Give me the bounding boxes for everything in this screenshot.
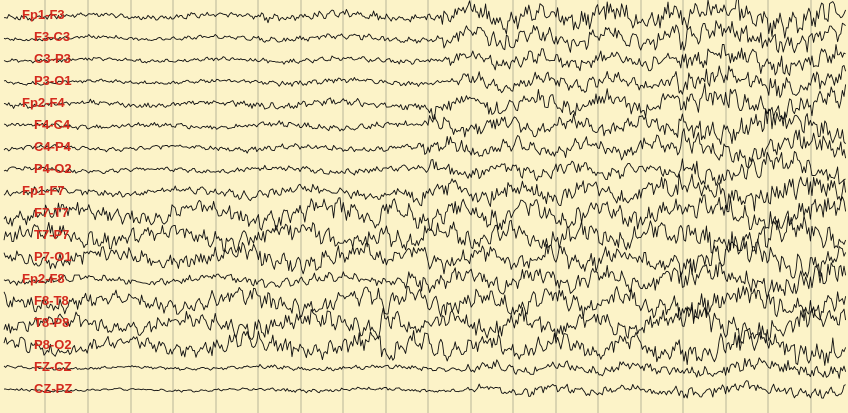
eeg-trace-fp2-f8 (3, 262, 847, 300)
eeg-trace-fp1-f3 (4, 0, 847, 39)
eeg-trace-f8-t8 (3, 285, 847, 322)
eeg-trace-fp2-f4 (3, 83, 847, 127)
eeg-trace-t7-p7 (3, 215, 847, 254)
eeg-trace-fp1-f7 (3, 173, 847, 212)
eeg-trace-t8-p8 (3, 304, 847, 344)
eeg-trace-fz-cz (3, 357, 847, 379)
eeg-trace-p3-o1 (3, 65, 847, 98)
eeg-trace-f7-t7 (3, 194, 847, 231)
eeg-trace-c3-p3 (3, 44, 846, 76)
eeg-trace-cz-pz (3, 380, 846, 399)
eeg-trace-p8-o2 (3, 325, 847, 366)
eeg-trace-c4-p4 (3, 128, 847, 169)
eeg-trace-p4-o2 (3, 151, 846, 187)
eeg-trace-f3-c3 (3, 20, 846, 54)
eeg-trace-f4-c4 (3, 108, 846, 145)
eeg-trace-p7-o1 (3, 236, 847, 279)
